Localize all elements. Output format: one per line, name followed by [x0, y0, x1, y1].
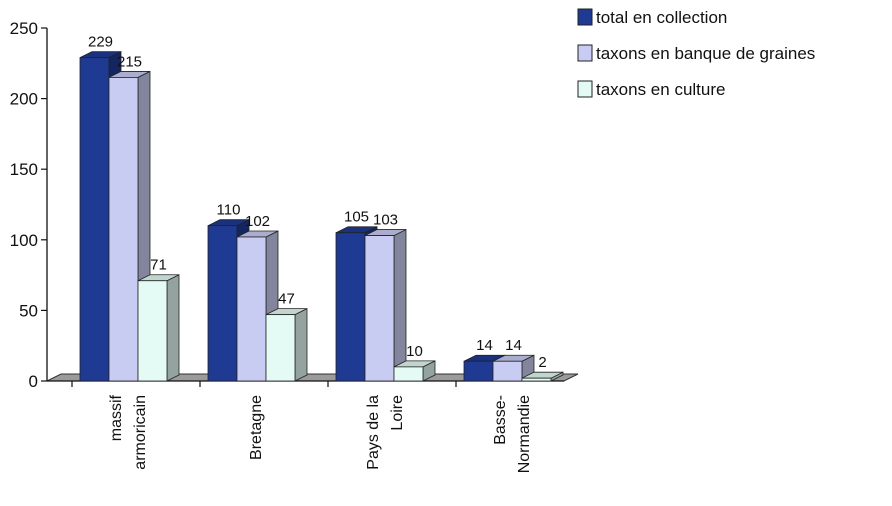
bar-front: [207, 225, 238, 382]
data-label: 10: [406, 343, 423, 360]
category-label: Basse-: [492, 395, 509, 445]
category-label: armoricain: [132, 395, 149, 470]
bar: [137, 274, 180, 382]
y-tick-label: 250: [10, 19, 38, 38]
y-tick-label: 100: [10, 231, 38, 250]
bar-front: [236, 236, 267, 382]
legend-label: taxons en banque de graines: [596, 44, 815, 63]
data-label: 105: [344, 209, 369, 226]
category-label: massif: [108, 394, 125, 441]
bar: [521, 371, 564, 382]
y-tick-label: 150: [10, 160, 38, 179]
bar: [393, 360, 436, 382]
legend-swatch: [577, 44, 593, 62]
y-tick-label: 200: [10, 90, 38, 109]
data-label: 215: [117, 53, 142, 70]
data-label: 2: [538, 354, 546, 371]
data-label: 71: [150, 257, 167, 274]
bar-side: [166, 274, 180, 382]
bars: [79, 51, 564, 382]
data-label: 110: [217, 202, 241, 219]
legend-swatch: [577, 80, 593, 98]
legend-label: taxons en culture: [596, 80, 725, 99]
y-tick-label: 50: [19, 301, 38, 320]
legend-item: taxons en banque de graines: [577, 44, 815, 63]
bar-front: [137, 280, 168, 382]
data-label: 47: [278, 291, 295, 308]
category-label: Loire: [389, 395, 406, 431]
category-label: Bretagne: [248, 395, 265, 460]
category-label: Normandie: [516, 395, 533, 473]
legend-item: total en collection: [577, 8, 727, 27]
data-label: 14: [505, 337, 522, 354]
bar-front: [521, 377, 552, 382]
bar-side: [294, 307, 308, 382]
bar-front: [265, 314, 296, 382]
data-label: 102: [245, 213, 270, 230]
bar: [364, 228, 407, 382]
bar-front: [364, 235, 395, 382]
bar: [108, 70, 151, 382]
bar-side: [393, 228, 407, 382]
data-label: 103: [373, 212, 398, 229]
bar: [265, 307, 308, 382]
category-labels: massif armoricain Bretagne Pays de la Loire B…: [108, 394, 533, 473]
bar-front: [393, 366, 424, 382]
bar-front: [463, 360, 494, 382]
legend-swatch: [577, 8, 593, 26]
bar-front: [335, 232, 366, 382]
legend-label: total en collection: [596, 8, 727, 27]
y-tick-label: 0: [29, 372, 38, 391]
data-label: 229: [88, 34, 113, 51]
bar-front: [492, 360, 523, 382]
legend: total en collection taxons en banque de g…: [577, 8, 815, 99]
bar-front: [79, 57, 110, 382]
data-label: 14: [476, 337, 493, 354]
legend-item: taxons en culture: [577, 80, 725, 99]
bar-front: [108, 77, 139, 382]
category-label: Pays de la: [365, 395, 382, 470]
